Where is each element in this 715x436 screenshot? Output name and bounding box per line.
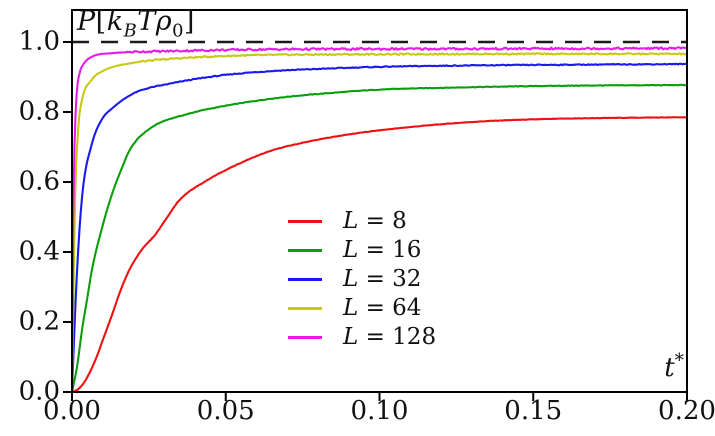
- y-tick-label: 0.8: [18, 96, 60, 127]
- x-tick-label: 0.20: [658, 396, 715, 426]
- y-tick-label: 0.0: [18, 376, 60, 407]
- x-axis-label: t*: [664, 350, 684, 383]
- series-line-L-128: [72, 46, 687, 392]
- series-line-L-16: [72, 83, 687, 392]
- y-tick-label: 0.2: [18, 306, 60, 337]
- legend-item: L = 8: [288, 207, 436, 236]
- x-tick-label: 0.15: [504, 396, 563, 426]
- legend-item: L = 16: [288, 236, 436, 265]
- y-tick-label: 0.4: [18, 236, 60, 267]
- legend-label: L = 64: [343, 295, 422, 321]
- x-tick-label: 0.05: [196, 396, 255, 426]
- legend-line-swatch: [288, 220, 322, 223]
- legend-label: L = 32: [343, 266, 422, 292]
- legend-item: L = 64: [288, 294, 436, 323]
- plot-area: [72, 40, 687, 392]
- series-line-L-64: [72, 52, 687, 392]
- x-tick-label: 0.10: [350, 396, 409, 426]
- x-tick-label: 0.00: [43, 396, 101, 426]
- series-line-L-32: [72, 62, 687, 392]
- legend-label: L = 16: [343, 237, 422, 263]
- y-tick-label: 1.0: [18, 26, 60, 57]
- legend-line-swatch: [288, 249, 322, 252]
- legend-line-swatch: [288, 336, 322, 339]
- legend-line-swatch: [288, 307, 322, 310]
- plot-title: P[kBTρ0]: [77, 6, 195, 42]
- y-tick-label: 0.6: [18, 166, 60, 197]
- legend-label: L = 8: [343, 208, 407, 234]
- legend-item: L = 128: [288, 323, 436, 352]
- legend: L = 8 L = 16 L = 32 L = 64 L = 128: [288, 207, 436, 352]
- series-line-L-8: [72, 116, 687, 392]
- legend-label: L = 128: [343, 324, 437, 350]
- legend-item: L = 32: [288, 265, 436, 294]
- legend-line-swatch: [288, 278, 322, 281]
